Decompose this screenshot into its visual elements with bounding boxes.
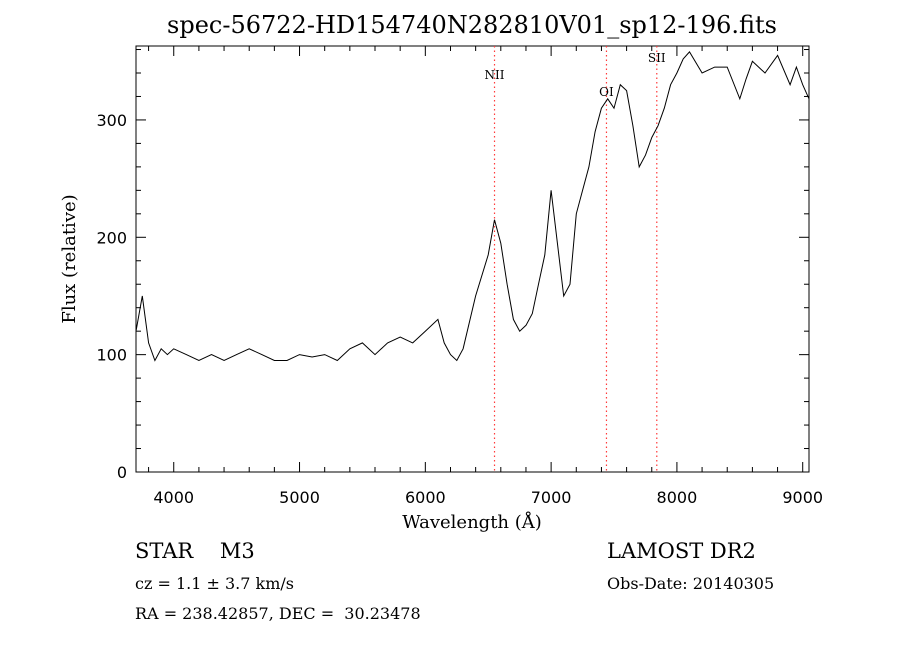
x-tick-label: 6000 bbox=[405, 488, 446, 507]
redshift-info: cz = 1.1 ± 3.7 km/s bbox=[135, 574, 294, 593]
emission-line-label: NII bbox=[485, 68, 505, 82]
spectrum-line bbox=[135, 51, 810, 362]
chart-title: spec-56722-HD154740N282810V01_sp12-196.f… bbox=[167, 11, 777, 39]
y-axis: 0 100 200 300 bbox=[96, 49, 809, 482]
plot-frame bbox=[135, 45, 810, 473]
y-tick-label: 0 bbox=[117, 463, 127, 482]
y-axis-label: Flux (relative) bbox=[59, 194, 80, 323]
x-tick-label: 5000 bbox=[279, 488, 320, 507]
x-axis-label: Wavelength (Å) bbox=[402, 511, 542, 533]
x-tick-label: 4000 bbox=[153, 488, 194, 507]
object-class: STAR M3 bbox=[135, 539, 255, 563]
x-axis: 4000 5000 6000 7000 8000 9000 bbox=[148, 46, 823, 507]
emission-line-label: SII bbox=[648, 51, 666, 65]
x-tick-label: 8000 bbox=[657, 488, 698, 507]
emission-line-label: OI bbox=[599, 85, 614, 99]
coordinates-info: RA = 238.42857, DEC = 30.23478 bbox=[135, 604, 421, 623]
observation-date: Obs-Date: 20140305 bbox=[607, 574, 775, 593]
survey-name: LAMOST DR2 bbox=[607, 539, 756, 563]
y-tick-label: 200 bbox=[96, 228, 127, 247]
y-tick-label: 300 bbox=[96, 111, 127, 130]
emission-lines: NII OI SII bbox=[485, 46, 666, 472]
x-tick-label: 7000 bbox=[531, 488, 572, 507]
y-tick-label: 100 bbox=[96, 346, 127, 365]
x-tick-label: 9000 bbox=[782, 488, 823, 507]
